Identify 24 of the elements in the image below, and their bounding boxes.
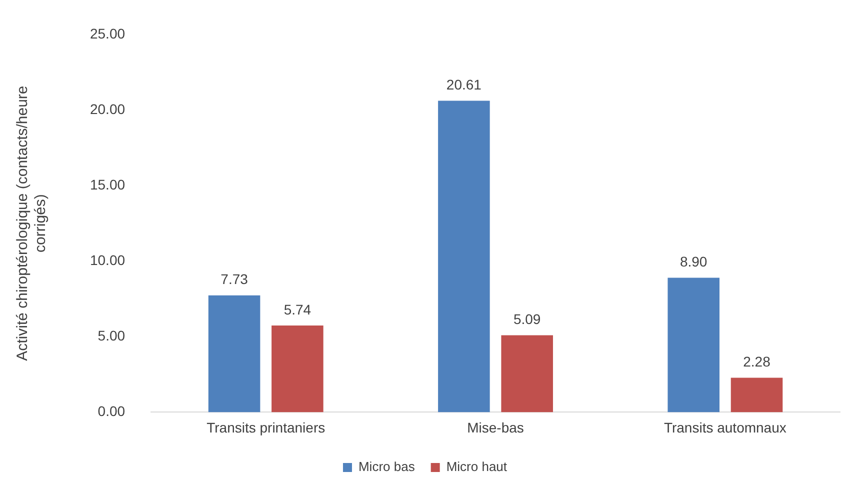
x-tick-label: Mise-bas bbox=[467, 419, 524, 436]
data-label: 20.61 bbox=[446, 76, 482, 93]
bar bbox=[501, 335, 553, 412]
data-label: 8.90 bbox=[680, 254, 708, 270]
data-label: 7.73 bbox=[220, 271, 248, 288]
y-tick-label: 10.00 bbox=[90, 252, 126, 268]
y-tick-label: 0.00 bbox=[98, 403, 126, 420]
bar bbox=[668, 278, 720, 412]
y-tick-label: 20.00 bbox=[90, 100, 126, 117]
data-label: 5.74 bbox=[284, 301, 312, 318]
bar bbox=[730, 378, 783, 412]
bar bbox=[272, 325, 324, 412]
x-tick-label: Transits automnaux bbox=[664, 419, 786, 436]
y-axis-title: Activité chiroptérologique (contacts/heure corrigés) bbox=[14, 86, 50, 361]
legend-label: Micro bas bbox=[358, 459, 416, 474]
data-label: 2.28 bbox=[743, 354, 771, 370]
y-tick-label: 15.00 bbox=[90, 176, 126, 192]
data-label: 5.09 bbox=[513, 311, 541, 328]
y-tick-label: 5.00 bbox=[98, 328, 126, 344]
bar bbox=[438, 100, 490, 412]
y-tick-label: 25.00 bbox=[90, 25, 126, 42]
legend-label: Micro haut bbox=[446, 459, 508, 474]
x-tick-label: Transits printaniers bbox=[206, 419, 326, 436]
bar bbox=[208, 295, 260, 412]
